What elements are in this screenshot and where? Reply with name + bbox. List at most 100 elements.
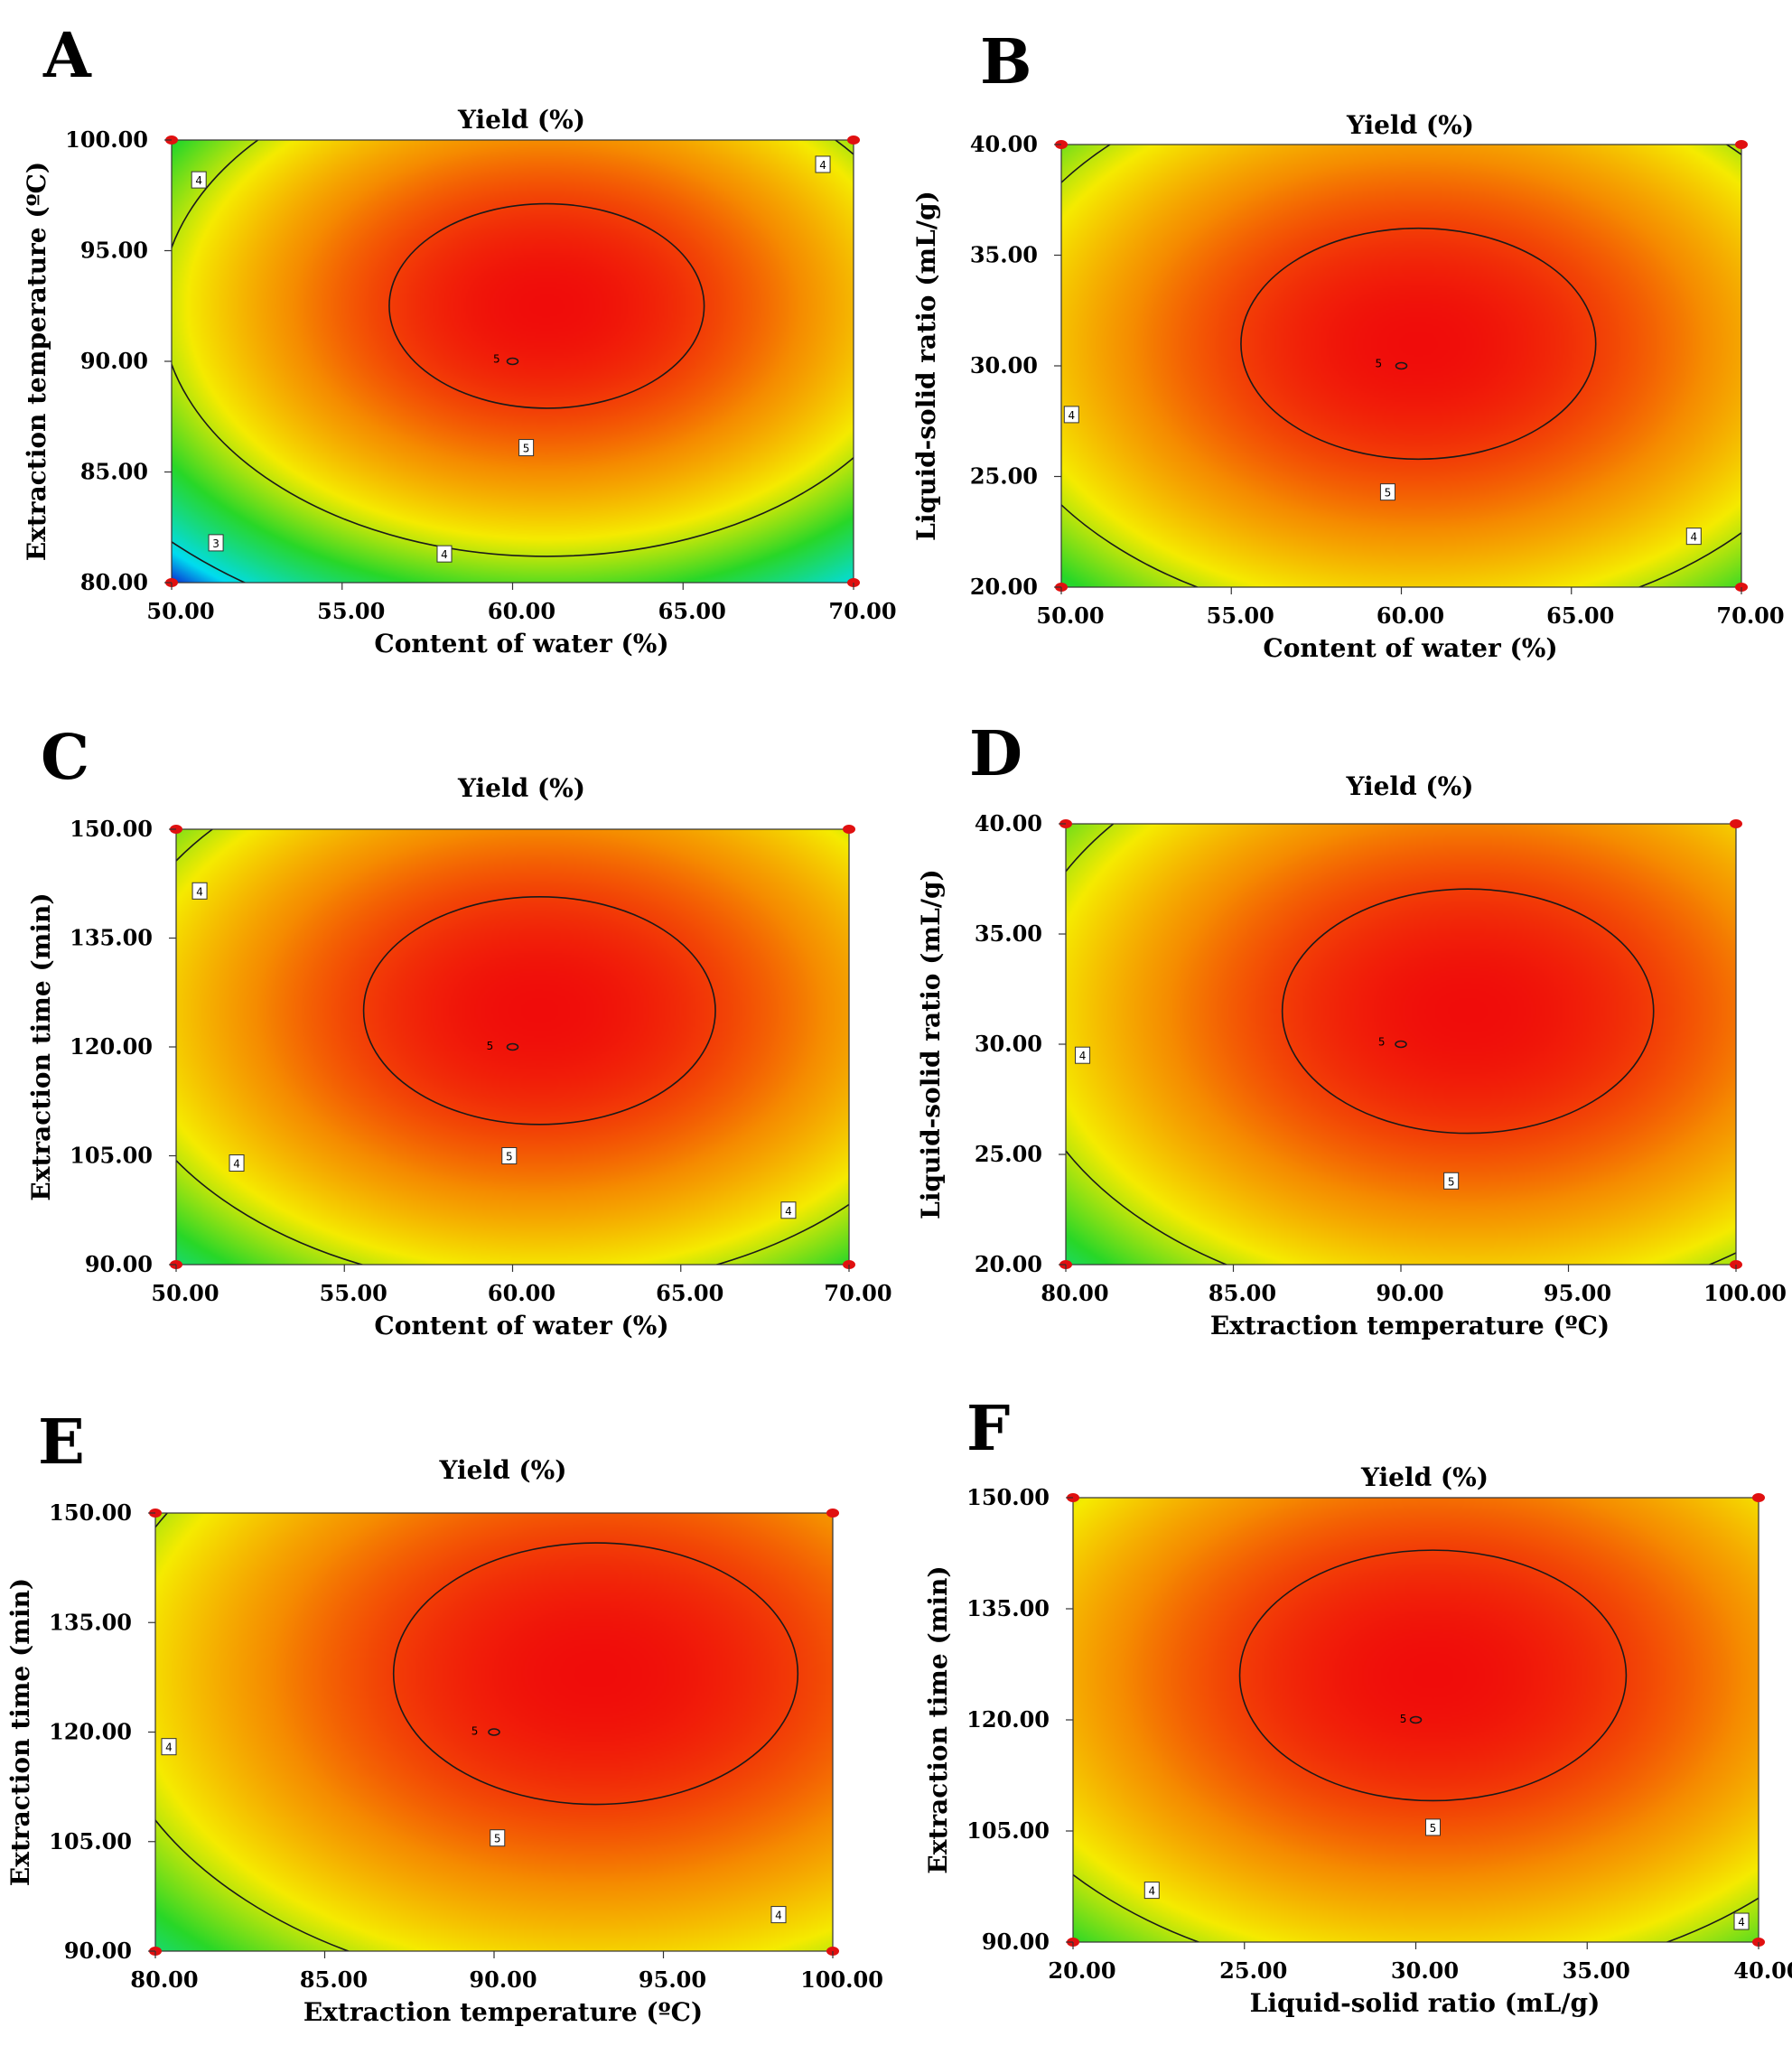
contour-label-box [780,1201,797,1219]
y-axis-label: Extraction time (min) [5,1578,35,1886]
y-tick-label: 80.00 [80,569,148,595]
contour-label: 4 [819,159,826,172]
x-axis-label: Extraction temperature (ºC) [303,1997,703,2027]
contour-label: 4 [195,174,202,187]
design-point [1730,819,1742,828]
x-tick-label: 30.00 [1391,1957,1459,1984]
x-tick-label: 80.00 [130,1966,198,1993]
contour-label-box [1379,483,1395,501]
y-tick-label: 150.00 [70,816,153,842]
contour-label: 5 [487,1040,494,1052]
contour-label: 5 [1400,1713,1407,1725]
x-tick-label: 55.00 [1207,602,1274,629]
center-contour [1409,1715,1423,1724]
x-tick-label: 50.00 [146,598,214,624]
panel-letter: C [41,722,89,794]
x-tick-label: 50.00 [1036,602,1104,629]
x-tick-label: 90.00 [469,1966,537,1993]
x-tick-label: 55.00 [320,1280,387,1306]
x-tick-label: 100.00 [800,1966,883,1993]
y-tick-label: 120.00 [70,1033,153,1060]
contour-label: 5 [1378,1036,1386,1049]
x-tick-label: 70.00 [1716,602,1784,629]
y-tick-label: 150.00 [966,1484,1050,1510]
panel-D: D 4 5 5 80.00 85.00 90.00 95.00 100.00 20.00 25.00… [916,718,1787,1340]
y-tick-label: 105.00 [966,1817,1050,1844]
contour-label: 4 [441,548,448,561]
panel-A: A 4 4 5 4 3 5 50.00 55.00 60.00 65.00 70.00 80.00 85.… [22,20,897,659]
center-contour [488,1728,500,1736]
plot-title: Yield (%) [438,1455,566,1485]
contour-label: 4 [196,885,203,898]
contour-label: 5 [494,1833,501,1845]
design-point [847,135,860,145]
contour-label: 4 [1079,1050,1087,1062]
panel-C: C 4 4 5 4 5 50.00 55.00 60.00 65.00 70.00 90.00 105.… [26,722,892,1340]
x-axis-label: Content of water (%) [374,629,668,659]
y-axis-label: Extraction temperature (ºC) [22,162,51,561]
y-tick-label: 30.00 [970,352,1038,378]
heatmap-surface [1073,1498,1759,1942]
contour-label: 5 [471,1725,479,1738]
contour-line-5 [1281,888,1655,1135]
contour-label-box [815,155,831,173]
contour-label-box [501,1147,518,1164]
x-tick-label: 40.00 [1733,1957,1792,1984]
plot-title: Yield (%) [1360,1462,1489,1492]
x-tick-label: 70.00 [824,1280,891,1306]
y-tick-label: 35.00 [970,242,1038,268]
y-axis-label: Extraction time (min) [923,1565,953,1873]
y-tick-label: 20.00 [975,1251,1042,1277]
x-tick-label: 60.00 [488,598,555,624]
contour-label-box [1443,1172,1460,1190]
heatmap-surface [1066,824,1736,1265]
x-tick-label: 95.00 [639,1966,706,1993]
panel-E: E 4 5 4 5 80.00 85.00 90.00 95.00 100.00 90.00 105.… [5,1406,883,2027]
contour-label-box [191,882,208,900]
contour-label-box [436,545,453,563]
contour-label-box [1143,1882,1160,1900]
x-tick-label: 65.00 [656,1280,723,1306]
y-tick-label: 85.00 [80,459,148,485]
plot-title: Yield (%) [457,773,585,803]
contour-label: 4 [233,1158,240,1171]
panel-F: F 4 5 4 5 20.00 25.00 30.00 35.00 40.00 90.00 105.0… [923,1393,1792,2018]
x-axis-label: Content of water (%) [374,1311,668,1340]
contour-label-box [191,171,207,189]
y-tick-label: 135.00 [966,1595,1050,1621]
center-contour [1395,1040,1407,1049]
x-tick-label: 90.00 [1376,1280,1443,1306]
plot-title: Yield (%) [1345,771,1473,801]
contour-label: 4 [1068,409,1075,422]
contour-label: 4 [165,1742,173,1754]
contour-label: 4 [775,1910,782,1922]
y-tick-label: 40.00 [975,810,1042,836]
contour-line-5 [362,896,716,1126]
contour-label: 5 [1430,1822,1437,1835]
x-tick-label: 65.00 [1546,602,1614,629]
x-tick-label: 80.00 [1041,1280,1108,1306]
y-axis-label: Extraction time (min) [26,892,56,1200]
x-tick-label: 95.00 [1544,1280,1611,1306]
y-tick-label: 135.00 [70,925,153,951]
y-tick-label: 20.00 [970,574,1038,600]
contour-label: 5 [1375,358,1382,370]
x-tick-label: 60.00 [488,1280,555,1306]
center-contour [1395,361,1408,370]
y-tick-label: 135.00 [49,1609,132,1635]
x-tick-label: 55.00 [317,598,385,624]
contour-label: 5 [506,1151,513,1163]
heatmap-surface [1061,145,1741,587]
x-tick-label: 25.00 [1219,1957,1287,1984]
center-contour [506,1042,519,1051]
heatmap-surface [176,829,849,1265]
contour-label: 4 [785,1205,792,1218]
contour-line-5 [1240,227,1597,461]
plot-title: Yield (%) [457,105,585,135]
y-tick-label: 100.00 [65,126,148,153]
contour-label-box [161,1738,177,1756]
contour-label: 5 [1385,487,1392,500]
panel-letter: B [980,26,1031,98]
contour-label-box [518,439,535,457]
